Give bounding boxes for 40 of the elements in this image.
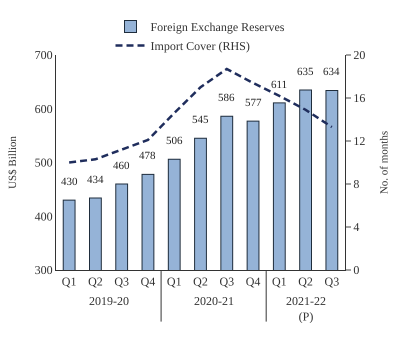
y2-tick-label: 20 [353, 48, 366, 62]
x-tick-label: Q2 [88, 274, 103, 288]
legend-label: Import Cover (RHS) [150, 39, 250, 54]
x-tick-label: Q2 [193, 274, 208, 288]
y-tick-label: 600 [34, 102, 53, 116]
y-axis-title: US$ Billion [7, 136, 20, 189]
y2-tick-label: 0 [353, 263, 360, 278]
x-tick-label: Q3 [324, 274, 340, 288]
data-label: 577 [245, 97, 262, 109]
x-tick-label: Q3 [219, 274, 234, 288]
y-tick-label: 500 [34, 156, 53, 170]
data-label: 634 [323, 66, 340, 78]
text: 2020-21 [194, 294, 234, 308]
y2-tick-label: 4 [353, 220, 360, 234]
text: 2019-20 [89, 294, 129, 308]
x-tick-label: Q1 [272, 274, 287, 288]
data-label: 586 [218, 92, 235, 104]
x-tick-label: Q3 [114, 274, 130, 288]
data-label: 430 [61, 176, 78, 188]
x-tick-label: Q4 [246, 274, 260, 288]
data-label: 478 [139, 150, 156, 162]
data-label: 635 [297, 66, 314, 78]
data-label: 434 [87, 174, 104, 186]
x-tick-label: Q1 [62, 274, 76, 288]
legend-label: Foreign Exchange Reserves [150, 20, 285, 34]
data-label: 460 [113, 160, 130, 172]
y2-tick-label: 8 [353, 177, 360, 192]
y2-axis-title: No. of months [378, 130, 391, 194]
y2-tick-label: 12 [353, 134, 366, 148]
x-tick-label: Q4 [140, 274, 156, 288]
y-tick-label: 300 [34, 263, 53, 278]
text: 2021-22 (P) [286, 294, 326, 324]
y-tick-label: 700 [34, 48, 53, 62]
y-tick-label: 400 [34, 209, 53, 224]
data-label: 611 [271, 79, 288, 91]
x-tick-label: Q1 [166, 274, 182, 288]
data-label: 545 [192, 114, 209, 126]
data-label: 506 [166, 135, 183, 147]
x-tick-label: Q2 [298, 274, 313, 288]
y2-tick-label: 16 [353, 91, 366, 106]
